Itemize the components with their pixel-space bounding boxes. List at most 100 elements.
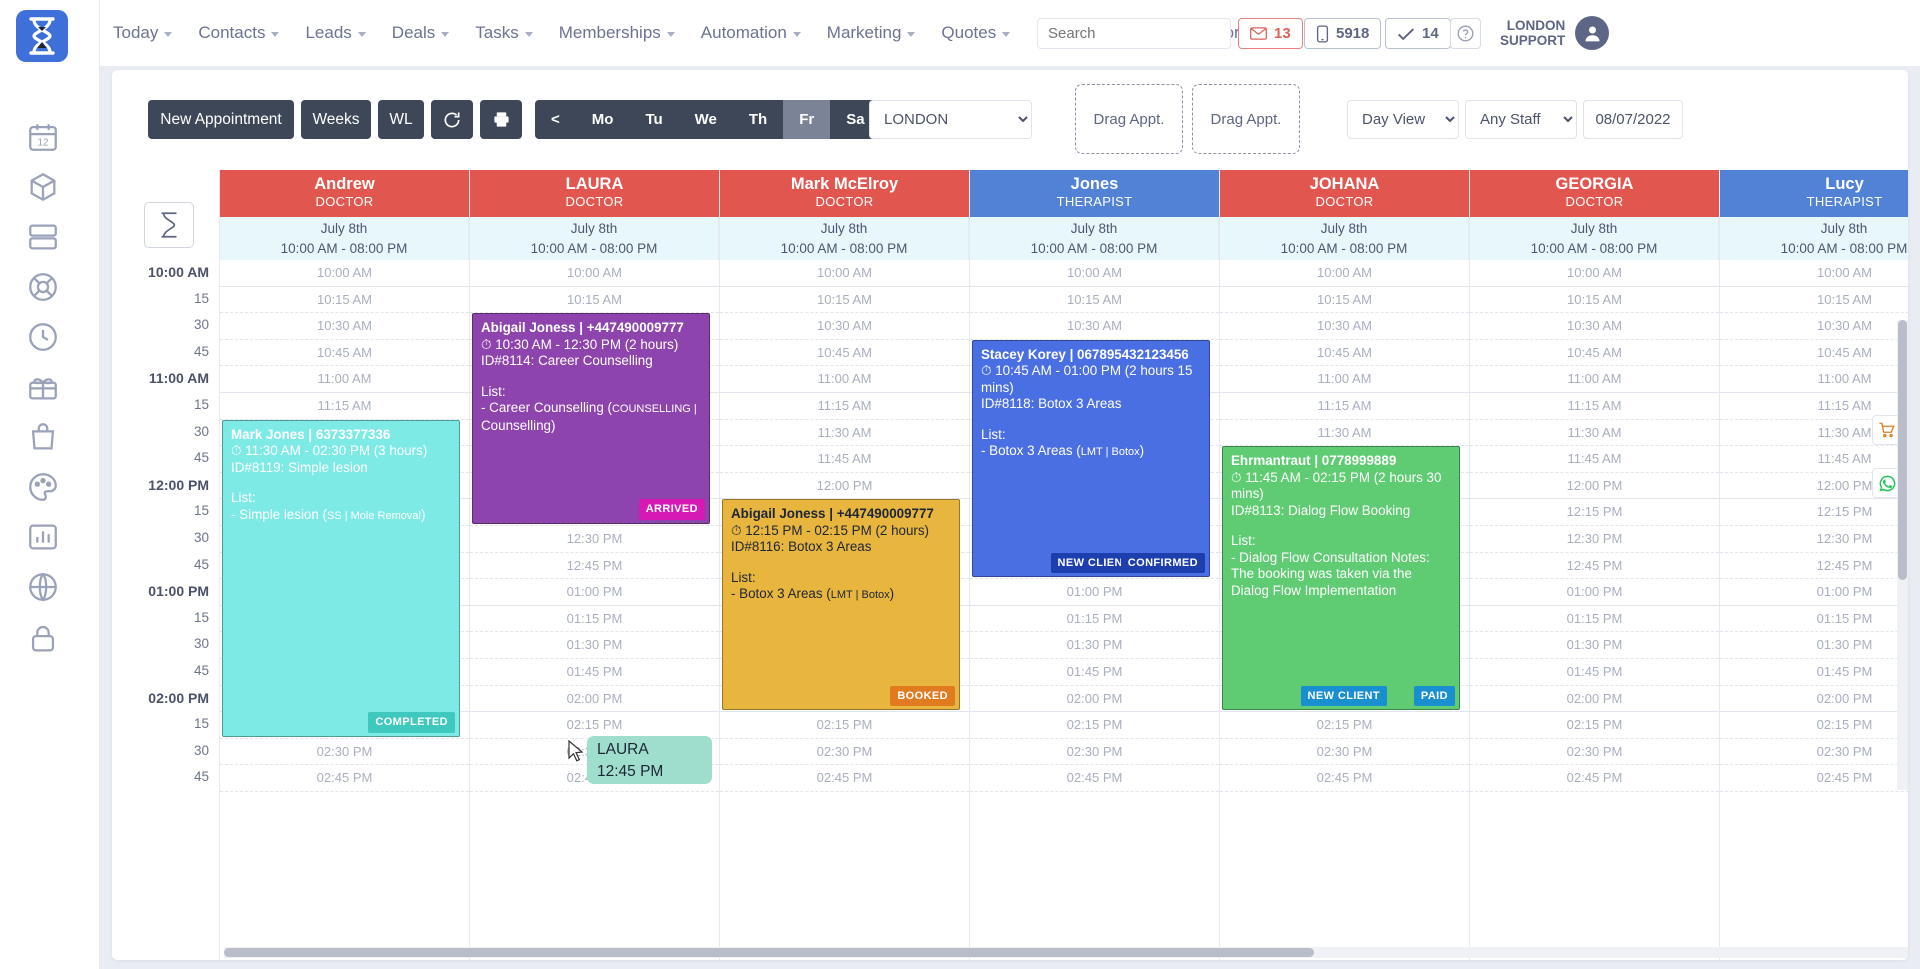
time-slot[interactable]: 11:00 AM <box>1720 366 1908 393</box>
time-slot[interactable]: 12:15 PM <box>1720 499 1908 526</box>
waitlist-button[interactable]: WL <box>378 100 424 139</box>
refresh-button[interactable] <box>431 100 473 139</box>
time-slot[interactable]: 10:30 AM <box>1220 313 1469 340</box>
time-slot[interactable]: 11:30 AM <box>1720 420 1908 447</box>
staff-column-header[interactable]: Andrew DOCTOR <box>220 170 469 217</box>
time-slot[interactable]: 11:30 AM <box>720 420 969 447</box>
clock-icon[interactable] <box>144 202 194 248</box>
time-slot[interactable]: 02:00 PM <box>1720 686 1908 713</box>
time-slot[interactable]: 11:00 AM <box>1470 366 1719 393</box>
time-slot[interactable]: 12:45 PM <box>1720 553 1908 580</box>
weeks-button[interactable]: Weeks <box>301 100 371 139</box>
time-slot[interactable]: 11:15 AM <box>220 393 469 420</box>
time-slot[interactable]: 01:00 PM <box>1720 579 1908 606</box>
time-slot[interactable]: 02:00 PM <box>1470 686 1719 713</box>
sms-badge-button[interactable]: 5918 <box>1304 18 1382 49</box>
nav-item-quotes[interactable]: Quotes <box>928 0 1023 66</box>
time-slot[interactable]: 11:15 AM <box>1470 393 1719 420</box>
time-slot[interactable]: 02:15 PM <box>1470 712 1719 739</box>
time-slot[interactable]: 01:30 PM <box>1720 632 1908 659</box>
time-slot[interactable]: 01:45 PM <box>1720 659 1908 686</box>
time-slot[interactable]: 12:00 PM <box>1470 473 1719 500</box>
sidebar-item-box-icon[interactable] <box>26 170 60 204</box>
time-slot[interactable]: 10:00 AM <box>220 260 469 287</box>
time-slot[interactable]: 10:00 AM <box>1220 260 1469 287</box>
time-slot[interactable]: 02:00 PM <box>470 686 719 713</box>
time-slot[interactable]: 11:45 AM <box>1470 446 1719 473</box>
time-slot[interactable]: 12:00 PM <box>720 473 969 500</box>
time-slot[interactable]: 02:15 PM <box>470 712 719 739</box>
time-slot[interactable]: 02:30 PM <box>720 739 969 766</box>
day-button-we[interactable]: We <box>694 111 717 128</box>
time-slot[interactable]: 01:30 PM <box>1470 632 1719 659</box>
time-slot[interactable]: 02:45 PM <box>1220 765 1469 792</box>
staff-column-header[interactable]: Jones THERAPIST <box>970 170 1219 217</box>
time-slot[interactable]: 10:30 AM <box>1720 313 1908 340</box>
appointment-card[interactable]: Abigail Joness | +447490009777 ⏱ 12:15 PM… <box>722 499 960 711</box>
prev-day-button[interactable]: < <box>551 111 560 128</box>
drag-appointment-slot-1[interactable]: Drag Appt. <box>1075 84 1183 154</box>
time-slot[interactable]: 10:45 AM <box>1470 340 1719 367</box>
sidebar-item-gift-icon[interactable] <box>26 370 60 404</box>
time-slot[interactable]: 10:15 AM <box>1220 287 1469 314</box>
time-slot[interactable]: 10:15 AM <box>1470 287 1719 314</box>
time-slot[interactable]: 01:45 PM <box>1470 659 1719 686</box>
nav-item-automation[interactable]: Automation <box>688 0 814 66</box>
help-button[interactable] <box>1450 18 1481 49</box>
time-slot[interactable]: 02:15 PM <box>720 712 969 739</box>
avatar[interactable] <box>1575 16 1610 50</box>
time-slot[interactable]: 10:00 AM <box>720 260 969 287</box>
time-slot[interactable]: 10:00 AM <box>970 260 1219 287</box>
time-slot[interactable]: 11:00 AM <box>1220 366 1469 393</box>
location-select[interactable]: LONDON <box>869 100 1032 139</box>
sidebar-item-lifebuoy-icon[interactable] <box>26 270 60 304</box>
vertical-scroll-thumb[interactable] <box>1898 320 1907 580</box>
tasks-badge-button[interactable]: 14 <box>1385 18 1451 49</box>
time-slot[interactable]: 12:30 PM <box>470 526 719 553</box>
nav-item-marketing[interactable]: Marketing <box>814 0 929 66</box>
time-slot[interactable]: 02:30 PM <box>1720 739 1908 766</box>
horizontal-scrollbar[interactable] <box>224 947 1908 958</box>
time-slot[interactable]: 11:45 AM <box>720 446 969 473</box>
appointment-card[interactable]: Abigail Joness | +447490009777 ⏱ 10:30 AM… <box>472 313 710 524</box>
time-slot[interactable]: 11:15 AM <box>1720 393 1908 420</box>
time-slot[interactable]: 02:45 PM <box>970 765 1219 792</box>
staff-column-header[interactable]: Lucy THERAPIST <box>1720 170 1908 217</box>
new-appointment-button[interactable]: New Appointment <box>148 100 294 139</box>
time-slot[interactable]: 11:30 AM <box>1470 420 1719 447</box>
time-slot[interactable]: 02:15 PM <box>1220 712 1469 739</box>
time-slot[interactable]: 12:45 PM <box>1470 553 1719 580</box>
sidebar-item-layers-icon[interactable] <box>26 220 60 254</box>
time-slot[interactable]: 10:30 AM <box>1470 313 1719 340</box>
appointment-card[interactable]: Mark Jones | 6373377336 ⏱ 11:30 AM - 02:3… <box>222 419 460 737</box>
time-slot[interactable]: 12:30 PM <box>1720 526 1908 553</box>
time-slot[interactable]: 10:30 AM <box>220 313 469 340</box>
staff-column-header[interactable]: LAURA DOCTOR <box>470 170 719 217</box>
staff-column-header[interactable]: JOHANA DOCTOR <box>1220 170 1469 217</box>
time-slot[interactable]: 02:15 PM <box>1720 712 1908 739</box>
drag-appointment-slot-2[interactable]: Drag Appt. <box>1192 84 1300 154</box>
time-slot[interactable]: 11:45 AM <box>1720 446 1908 473</box>
user-menu[interactable]: LONDON SUPPORT <box>1500 12 1610 54</box>
sidebar-item-history-icon[interactable] <box>26 320 60 354</box>
sidebar-item-chart-icon[interactable] <box>26 520 60 554</box>
day-button-mo[interactable]: Mo <box>591 111 614 128</box>
time-slot[interactable]: 01:00 PM <box>970 579 1219 606</box>
time-slot[interactable]: 10:15 AM <box>720 287 969 314</box>
time-slot[interactable]: 01:15 PM <box>970 606 1219 633</box>
nav-item-deals[interactable]: Deals <box>379 0 462 66</box>
view-select[interactable]: Day View <box>1347 100 1459 139</box>
time-slot[interactable]: 02:00 PM <box>970 686 1219 713</box>
time-slot[interactable]: 10:45 AM <box>1720 340 1908 367</box>
time-slot[interactable]: 12:45 PM <box>470 553 719 580</box>
sidebar-item-globe-icon[interactable] <box>26 570 60 604</box>
staff-select[interactable]: Any Staff <box>1465 100 1577 139</box>
time-slot[interactable]: 02:45 PM <box>1470 765 1719 792</box>
day-button-sa[interactable]: Sa <box>846 111 865 128</box>
time-slot[interactable]: 10:30 AM <box>970 313 1219 340</box>
nav-item-tasks[interactable]: Tasks <box>462 0 545 66</box>
sidebar-item-lock-icon[interactable] <box>26 622 60 656</box>
time-slot[interactable]: 02:45 PM <box>220 765 469 792</box>
time-slot[interactable]: 10:15 AM <box>470 287 719 314</box>
time-slot[interactable]: 12:30 PM <box>1470 526 1719 553</box>
